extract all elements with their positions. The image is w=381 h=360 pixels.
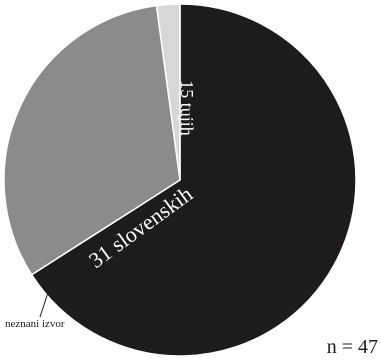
pie-slice-neznani-izvor xyxy=(155,3,181,181)
pie-slice-31-slovenskih xyxy=(30,3,357,357)
slice-label-neznani-izvor: neznani izvor xyxy=(5,318,65,330)
total-count-label: n = 47 xyxy=(327,336,378,358)
slice-label-tujih: 15 tujih xyxy=(177,80,197,136)
pie-slice-15-tujih xyxy=(3,4,181,276)
neznani-izvor-leader-line xyxy=(39,261,59,318)
pie-slices xyxy=(3,3,357,357)
